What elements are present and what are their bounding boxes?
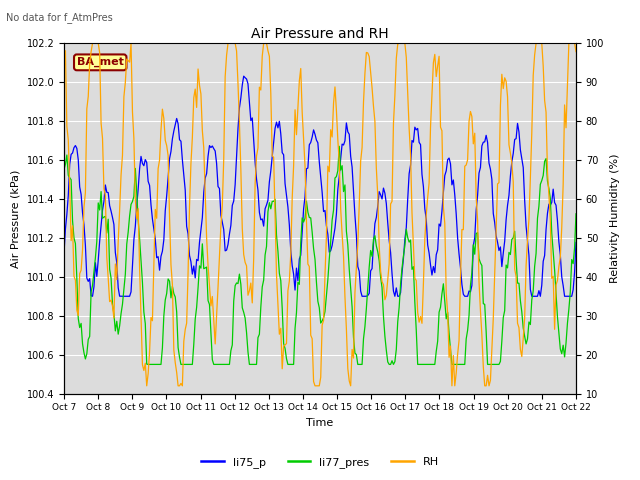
X-axis label: Time: Time [307, 418, 333, 428]
Title: Air Pressure and RH: Air Pressure and RH [251, 27, 389, 41]
Text: No data for f_AtmPres: No data for f_AtmPres [6, 12, 113, 23]
Y-axis label: Relativity Humidity (%): Relativity Humidity (%) [610, 154, 620, 283]
Text: BA_met: BA_met [77, 57, 124, 68]
Y-axis label: Air Pressure (kPa): Air Pressure (kPa) [11, 169, 21, 267]
Legend: li75_p, li77_pres, RH: li75_p, li77_pres, RH [197, 452, 443, 472]
